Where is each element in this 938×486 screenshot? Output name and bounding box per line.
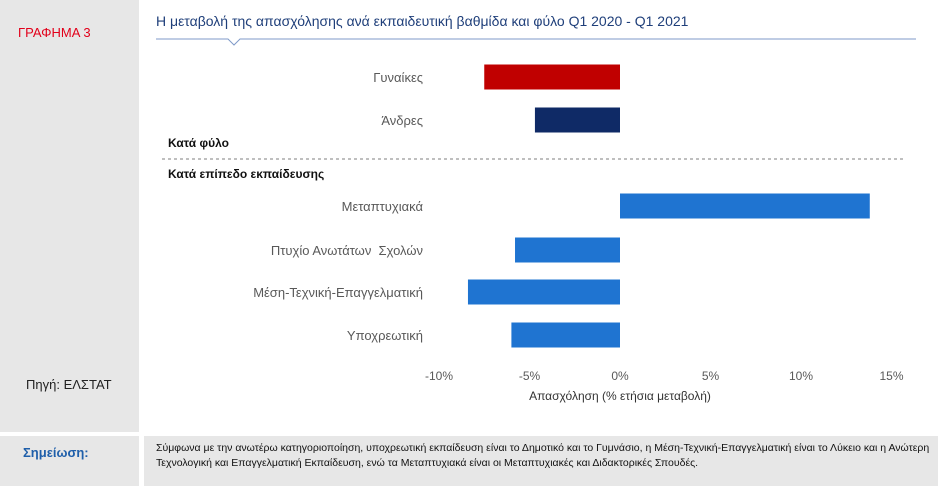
panel-divider (139, 0, 144, 486)
bar-g1-1 (515, 237, 620, 263)
chart-panel: Η μεταβολή της απασχόλησης ανά εκπαιδευτ… (144, 0, 938, 432)
x-tick-label-0: -10% (425, 369, 453, 383)
source-label: Πηγή: ΕΛΣΤΑΤ (26, 377, 112, 392)
graph-number-label: ΓΡΑΦΗΜΑ 3 (18, 25, 91, 40)
bar-chart: Η μεταβολή της απασχόλησης ανά εκπαιδευτ… (156, 13, 916, 403)
category-label-g1-2: Μέση-Τεχνική-Επαγγελματική (253, 285, 423, 300)
category-label-g1-1: Πτυχίο Ανωτάτων Σχολών (271, 243, 423, 258)
x-tick-label-4: 10% (789, 369, 813, 383)
x-tick-label-1: -5% (519, 369, 541, 383)
x-axis-title: Απασχόληση (% ετήσια μεταβολή) (529, 389, 711, 403)
x-tick-label-2: 0% (611, 369, 629, 383)
group-label-gender: Κατά φύλο (168, 136, 229, 150)
category-label-g1-3: Υποχρεωτική (347, 328, 423, 343)
x-tick-label-3: 5% (702, 369, 720, 383)
note-panel: Σύμφωνα με την ανωτέρω κατηγοριοποίηση, … (144, 436, 938, 486)
note-label: Σημείωση: (23, 445, 89, 460)
bar-g0-1 (534, 107, 620, 133)
group-label-education: Κατά επίπεδο εκπαίδευσης (168, 167, 324, 181)
x-tick-label-5: 15% (879, 369, 903, 383)
note-label-panel: Σημείωση: (0, 436, 139, 486)
bar-g0-0 (484, 64, 620, 90)
note-text: Σύμφωνα με την ανωτέρω κατηγοριοποίηση, … (156, 442, 930, 469)
title-underline (156, 38, 916, 46)
category-label-g0-0: Γυναίκες (373, 70, 423, 85)
bottom-separator (0, 432, 938, 436)
bar-g1-0 (620, 193, 870, 219)
category-label-g0-1: Άνδρες (381, 113, 423, 128)
bar-g1-3 (511, 322, 620, 348)
category-label-g1-0: Μεταπτυχιακά (342, 199, 424, 214)
bar-g1-2 (467, 279, 620, 305)
left-panel: ΓΡΑΦΗΜΑ 3 Πηγή: ΕΛΣΤΑΤ (0, 0, 139, 432)
chart-title: Η μεταβολή της απασχόλησης ανά εκπαιδευτ… (156, 13, 689, 29)
